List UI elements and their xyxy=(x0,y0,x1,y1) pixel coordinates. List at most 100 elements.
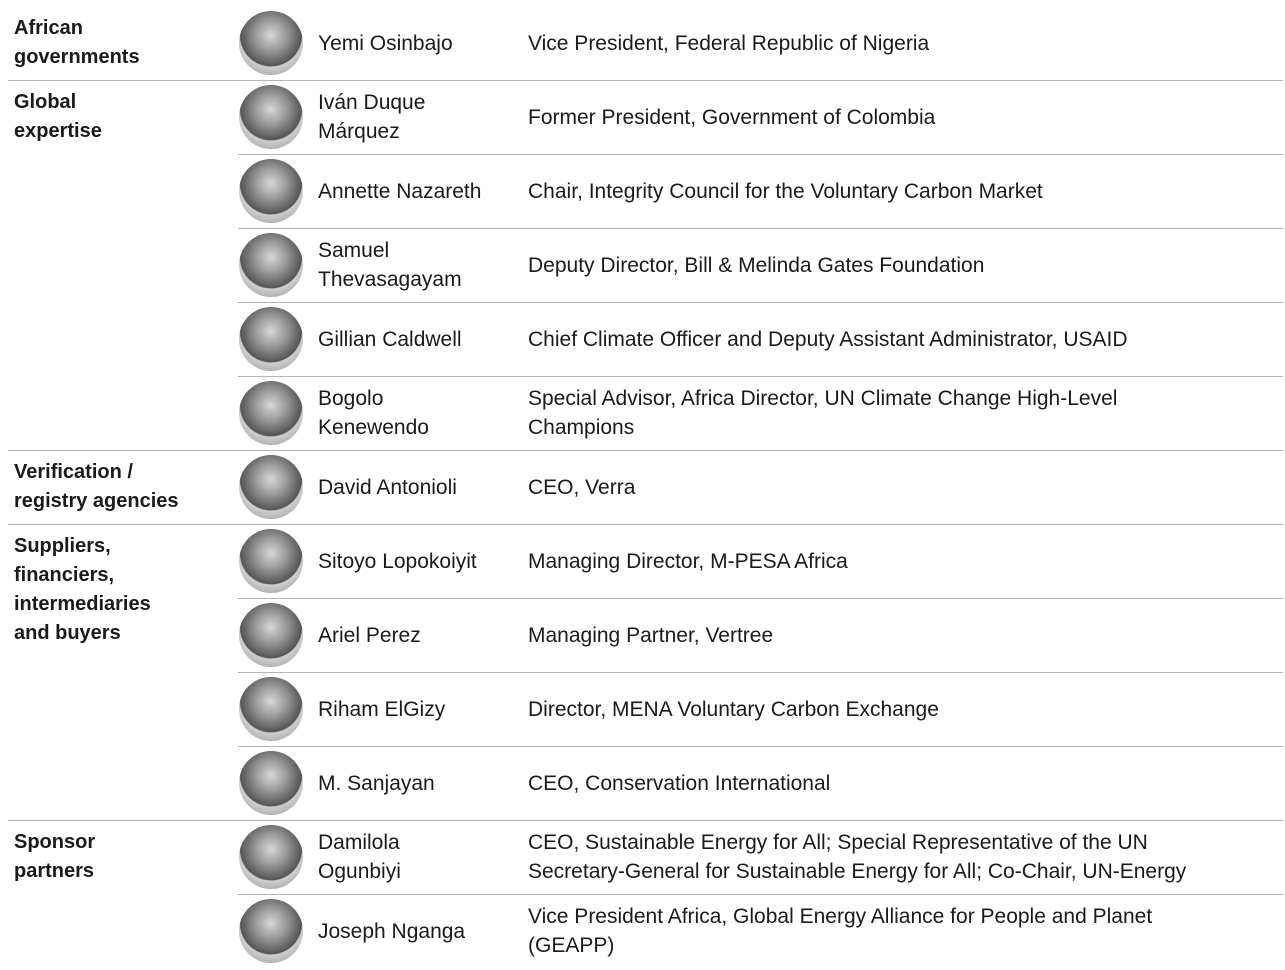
role-line: Special Advisor, Africa Director, UN Cli… xyxy=(528,387,1118,410)
portrait xyxy=(239,603,303,667)
name-line: Joseph Nganga xyxy=(318,919,466,943)
category: Sponsor partners xyxy=(14,828,95,886)
role-line: Champions xyxy=(528,416,635,439)
role-line: Secretary-General for Sustainable Energy… xyxy=(528,860,1187,883)
role-line: Managing Director, M-PESA Africa xyxy=(528,549,848,573)
portrait xyxy=(239,529,303,593)
row-divider xyxy=(238,154,1283,155)
category: African governments xyxy=(14,14,140,72)
group-divider xyxy=(8,80,1283,81)
row-divider xyxy=(238,598,1283,599)
portrait xyxy=(239,899,303,963)
category-line: African xyxy=(14,17,83,39)
role-line: Former President, Government of Colombia xyxy=(528,105,936,129)
category: Global expertise xyxy=(14,88,102,146)
person-name: Ariel Perez xyxy=(318,598,523,672)
portrait xyxy=(239,85,303,149)
role-line: Director, MENA Voluntary Carbon Exchange xyxy=(528,697,939,721)
portrait xyxy=(239,455,303,519)
category-line: and buyers xyxy=(14,622,121,644)
portrait xyxy=(239,751,303,815)
role-line: Chief Climate Officer and Deputy Assista… xyxy=(528,327,1128,351)
person-name: Damilola Ogunbiyi xyxy=(318,820,523,894)
category-line: Sponsor xyxy=(14,831,96,853)
role-line: Deputy Director, Bill & Melinda Gates Fo… xyxy=(528,253,985,277)
person-role: Deputy Director, Bill & Melinda Gates Fo… xyxy=(528,228,1285,302)
person-name: Sitoyo Lopokoiyit xyxy=(318,524,523,598)
role-line: CEO, Verra xyxy=(528,475,636,499)
person-role: Special Advisor, Africa Director, UN Cli… xyxy=(528,376,1285,450)
person-role: CEO, Conservation International xyxy=(528,746,1285,820)
person-role: Director, MENA Voluntary Carbon Exchange xyxy=(528,672,1285,746)
row-divider xyxy=(238,894,1283,895)
portrait xyxy=(239,677,303,741)
category-line: Global xyxy=(14,91,77,113)
role-line: Vice President Africa, Global Energy All… xyxy=(528,905,1153,928)
row-divider xyxy=(238,302,1283,303)
name-line: Samuel xyxy=(318,239,390,262)
person-role: Chair, Integrity Council for the Volunta… xyxy=(528,154,1285,228)
name-line: M. Sanjayan xyxy=(318,771,435,795)
row-divider xyxy=(238,672,1283,673)
role-line: CEO, Conservation International xyxy=(528,771,831,795)
person-role: Former President, Government of Colombia xyxy=(528,80,1285,154)
person-name: Gillian Caldwell xyxy=(318,302,523,376)
name-line: Bogolo xyxy=(318,387,384,410)
person-role: CEO, Verra xyxy=(528,450,1285,524)
name-line: Sitoyo Lopokoiyit xyxy=(318,549,477,573)
category: Verification / registry agencies xyxy=(14,458,179,516)
name-line: Gillian Caldwell xyxy=(318,327,462,351)
role-line: Vice President, Federal Republic of Nige… xyxy=(528,31,930,55)
role-line: (GEAPP) xyxy=(528,934,615,957)
person-name: Iván Duque Márquez xyxy=(318,80,523,154)
name-line: Ogunbiyi xyxy=(318,860,401,883)
name-line: Márquez xyxy=(318,120,400,143)
person-role: Managing Director, M-PESA Africa xyxy=(528,524,1285,598)
portrait xyxy=(239,381,303,445)
category: Suppliers, financiers, intermediaries and b… xyxy=(14,532,151,648)
category-line: registry agencies xyxy=(14,490,179,512)
name-line: Yemi Osinbajo xyxy=(318,31,453,55)
name-line: Kenewendo xyxy=(318,416,429,439)
category-line: Verification / xyxy=(14,461,133,483)
group-divider xyxy=(8,450,1283,451)
person-name: M. Sanjayan xyxy=(318,746,523,820)
role-line: CEO, Sustainable Energy for All; Special… xyxy=(528,831,1148,854)
name-line: Damilola xyxy=(318,831,400,854)
person-name: Annette Nazareth xyxy=(318,154,523,228)
group-divider xyxy=(8,524,1283,525)
person-role: Vice President Africa, Global Energy All… xyxy=(528,894,1285,968)
category-line: financiers, xyxy=(14,564,115,586)
category-line: intermediaries xyxy=(14,593,151,615)
portrait xyxy=(239,307,303,371)
person-name: Joseph Nganga xyxy=(318,894,523,968)
category-line: governments xyxy=(14,46,140,68)
name-line: Riham ElGizy xyxy=(318,697,446,721)
name-line: Iván Duque xyxy=(318,91,426,114)
portrait xyxy=(239,233,303,297)
person-name: Samuel Thevasagayam xyxy=(318,228,523,302)
portrait xyxy=(239,11,303,75)
person-name: Bogolo Kenewendo xyxy=(318,376,523,450)
person-role: Managing Partner, Vertree xyxy=(528,598,1285,672)
group-divider xyxy=(8,820,1283,821)
category-line: Suppliers, xyxy=(14,535,111,557)
name-line: Thevasagayam xyxy=(318,268,462,291)
portrait xyxy=(239,159,303,223)
role-line: Managing Partner, Vertree xyxy=(528,623,774,647)
person-name: Riham ElGizy xyxy=(318,672,523,746)
name-line: Ariel Perez xyxy=(318,623,421,647)
row-divider xyxy=(238,228,1283,229)
role-line: Chair, Integrity Council for the Volunta… xyxy=(528,179,1043,203)
person-role: CEO, Sustainable Energy for All; Special… xyxy=(528,820,1285,894)
row-divider xyxy=(238,746,1283,747)
category-line: expertise xyxy=(14,120,102,142)
name-line: Annette Nazareth xyxy=(318,179,482,203)
portrait xyxy=(239,825,303,889)
person-name: Yemi Osinbajo xyxy=(318,6,523,80)
person-role: Vice President, Federal Republic of Nige… xyxy=(528,6,1285,80)
row-divider xyxy=(238,376,1283,377)
name-line: David Antonioli xyxy=(318,475,457,499)
person-role: Chief Climate Officer and Deputy Assista… xyxy=(528,302,1285,376)
